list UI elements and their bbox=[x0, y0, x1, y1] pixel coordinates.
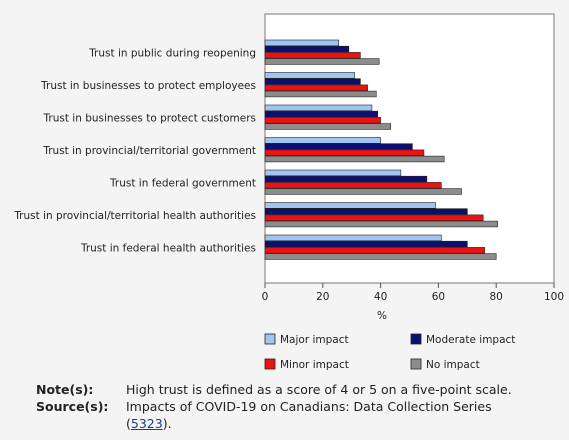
bar-4-1 bbox=[264, 175, 428, 183]
category-label: Trust in federal government bbox=[109, 177, 256, 189]
bar-5-2 bbox=[264, 214, 484, 221]
bar-0-1 bbox=[264, 45, 350, 53]
bar-6-2 bbox=[264, 247, 485, 254]
legend-swatch bbox=[264, 358, 276, 370]
source-key: Source(s): bbox=[36, 399, 109, 414]
x-tick-label: 0 bbox=[262, 291, 269, 303]
source-link[interactable]: 5323 bbox=[130, 416, 163, 431]
category-label: Trust in federal health authorities bbox=[80, 242, 256, 254]
bar-2-0 bbox=[264, 104, 373, 112]
legend-swatch bbox=[410, 333, 422, 345]
legend-label: Minor impact bbox=[280, 359, 349, 371]
bar-1-2 bbox=[264, 84, 368, 92]
legend-label: Moderate impact bbox=[426, 334, 515, 346]
category-label: Trust in businesses to protect customers bbox=[43, 112, 256, 124]
x-tick-label: 20 bbox=[316, 291, 329, 303]
bar-0-2 bbox=[264, 52, 361, 59]
bar-2-3 bbox=[264, 123, 392, 130]
source-text: Impacts of COVID-19 on Canadians: Data C… bbox=[126, 398, 556, 432]
bar-5-1 bbox=[264, 208, 468, 215]
legend-swatch bbox=[410, 358, 422, 370]
x-tick-label: 80 bbox=[490, 291, 503, 303]
bar-5-0 bbox=[264, 202, 436, 209]
bar-0-3 bbox=[264, 58, 380, 65]
bar-3-1 bbox=[264, 143, 413, 150]
source-title: Impacts of COVID-19 on Canadians: Data C… bbox=[126, 399, 492, 414]
bar-5-3 bbox=[264, 220, 498, 228]
bar-1-0 bbox=[264, 72, 355, 79]
note-text: High trust is defined as a score of 4 or… bbox=[126, 382, 512, 397]
chart: Trust in public during reopening Trust in… bbox=[13, 13, 564, 371]
bar-4-3 bbox=[264, 188, 462, 195]
bar-4-2 bbox=[264, 182, 442, 189]
notes-section: Note(s): High trust is defined as a scor… bbox=[36, 381, 556, 432]
x-axis-label: % bbox=[377, 310, 387, 322]
category-label: Trust in businesses to protect employees bbox=[40, 80, 256, 92]
bar-2-2 bbox=[264, 117, 381, 124]
category-label: Trust in public during reopening bbox=[88, 47, 256, 59]
source-paren-close: ). bbox=[162, 416, 172, 431]
bar-4-0 bbox=[264, 169, 402, 177]
bar-3-2 bbox=[264, 149, 425, 156]
bar-3-3 bbox=[264, 155, 445, 163]
category-labels: Trust in public during reopening Trust in… bbox=[13, 47, 256, 254]
category-label: Trust in provincial/territorial governme… bbox=[42, 145, 256, 157]
x-tick-label: 40 bbox=[374, 291, 387, 303]
note-key: Note(s): bbox=[36, 382, 94, 397]
bar-0-0 bbox=[264, 39, 339, 47]
x-axis-ticks: 0 20 40 60 80 100 bbox=[262, 283, 564, 303]
legend: Major impact Moderate impact Minor impact N… bbox=[264, 333, 515, 371]
category-label: Trust in provincial/territorial health a… bbox=[13, 210, 256, 222]
legend-label: Major impact bbox=[280, 334, 349, 346]
bar-6-0 bbox=[264, 234, 442, 242]
bar-6-1 bbox=[264, 240, 468, 248]
legend-swatch bbox=[264, 333, 276, 345]
bar-6-3 bbox=[264, 253, 497, 260]
x-tick-label: 100 bbox=[544, 291, 564, 303]
bar-1-1 bbox=[264, 78, 361, 85]
legend-label: No impact bbox=[426, 359, 480, 371]
bar-3-0 bbox=[264, 137, 381, 144]
bar-2-1 bbox=[264, 110, 379, 118]
bar-1-3 bbox=[264, 90, 377, 98]
source-paren-open: ( bbox=[126, 416, 131, 431]
x-tick-label: 60 bbox=[432, 291, 445, 303]
bars-group bbox=[264, 39, 498, 260]
